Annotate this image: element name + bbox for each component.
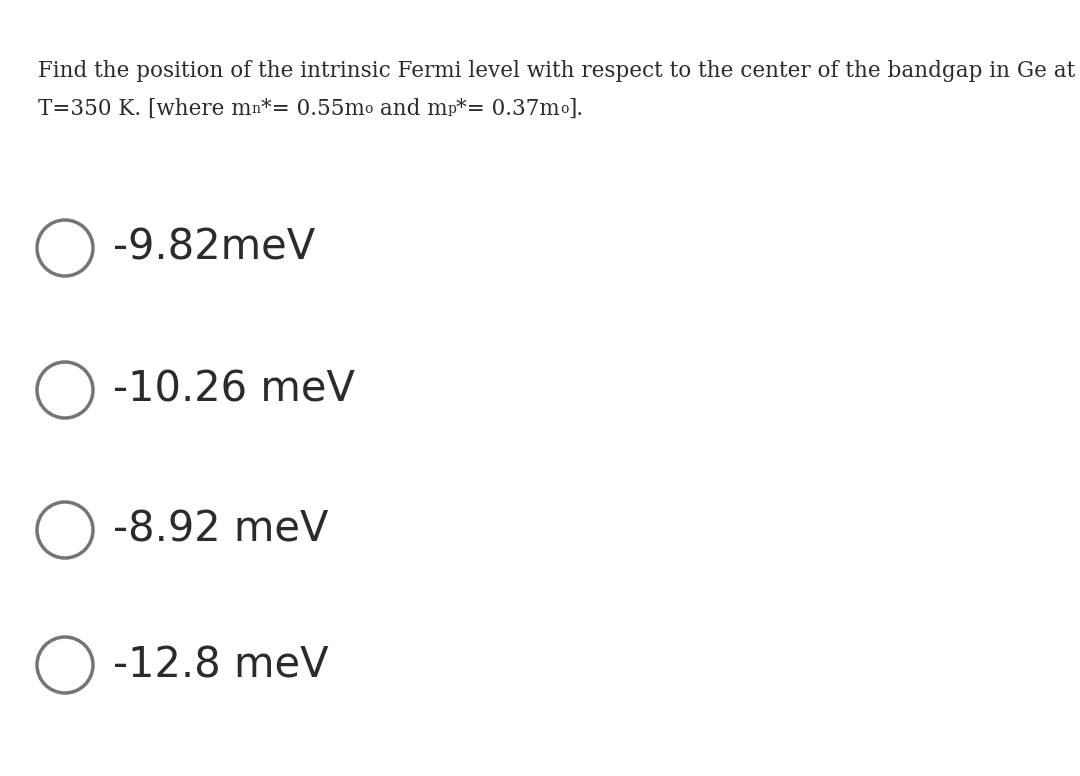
Text: p: p [447, 102, 457, 116]
Text: and m: and m [373, 98, 447, 120]
Text: T=350 K. [where m: T=350 K. [where m [38, 98, 252, 120]
Text: o: o [561, 102, 568, 116]
Text: -9.82meV: -9.82meV [113, 227, 315, 269]
Text: -12.8 meV: -12.8 meV [113, 644, 328, 686]
Text: -10.26 meV: -10.26 meV [113, 369, 355, 411]
Text: *= 0.37m: *= 0.37m [457, 98, 561, 120]
Text: -8.92 meV: -8.92 meV [113, 509, 328, 551]
Text: ].: ]. [568, 98, 583, 120]
Text: o: o [365, 102, 373, 116]
Text: *= 0.55m: *= 0.55m [260, 98, 365, 120]
Text: Find the position of the intrinsic Fermi level with respect to the center of the: Find the position of the intrinsic Fermi… [38, 60, 1076, 82]
Text: n: n [252, 102, 260, 116]
